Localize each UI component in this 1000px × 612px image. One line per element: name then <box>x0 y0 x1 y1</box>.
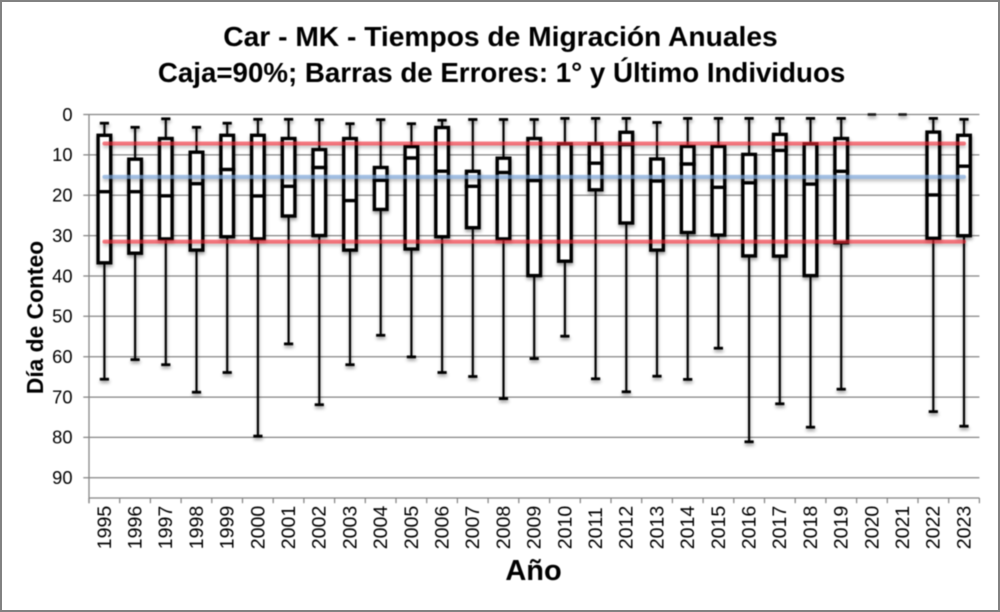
svg-text:2011: 2011 <box>585 507 607 549</box>
svg-text:2009: 2009 <box>524 506 546 550</box>
svg-text:2001: 2001 <box>278 506 300 550</box>
svg-text:1997: 1997 <box>155 506 177 550</box>
svg-text:10: 10 <box>52 144 72 165</box>
svg-text:2018: 2018 <box>800 506 822 550</box>
svg-text:40: 40 <box>52 265 72 286</box>
svg-text:2003: 2003 <box>339 506 361 550</box>
svg-text:2015: 2015 <box>708 506 730 550</box>
svg-text:60: 60 <box>52 346 72 367</box>
svg-text:2014: 2014 <box>677 506 699 550</box>
svg-text:2022: 2022 <box>923 506 945 550</box>
svg-text:2010: 2010 <box>554 506 576 550</box>
svg-text:70: 70 <box>52 386 72 407</box>
svg-text:2007: 2007 <box>462 506 484 550</box>
svg-text:30: 30 <box>52 225 72 246</box>
svg-text:2017: 2017 <box>769 506 791 550</box>
svg-text:2008: 2008 <box>493 506 515 550</box>
svg-text:1995: 1995 <box>94 506 116 550</box>
svg-text:2016: 2016 <box>738 506 760 550</box>
svg-text:2012: 2012 <box>616 506 638 550</box>
svg-text:2005: 2005 <box>401 506 423 550</box>
svg-text:2006: 2006 <box>431 506 453 550</box>
svg-text:1996: 1996 <box>124 506 146 550</box>
svg-text:2021: 2021 <box>892 506 914 550</box>
svg-text:80: 80 <box>52 427 72 448</box>
svg-text:1999: 1999 <box>217 506 239 550</box>
svg-text:2023: 2023 <box>953 506 975 550</box>
svg-text:50: 50 <box>52 306 72 327</box>
svg-text:Año: Año <box>505 555 561 587</box>
svg-text:Caja=90%; Barras de Errores: 1: Caja=90%; Barras de Errores: 1° y Último… <box>158 57 845 88</box>
svg-text:2000: 2000 <box>247 506 269 550</box>
svg-text:2013: 2013 <box>646 506 668 550</box>
svg-text:Día de Conteo: Día de Conteo <box>22 241 48 394</box>
svg-text:2004: 2004 <box>370 506 392 550</box>
svg-text:2002: 2002 <box>309 506 331 550</box>
svg-text:1998: 1998 <box>186 506 208 550</box>
svg-text:2019: 2019 <box>831 506 853 550</box>
svg-text:0: 0 <box>62 104 72 125</box>
svg-text:Car - MK - Tiempos de Migració: Car - MK - Tiempos de Migración Anuales <box>223 20 777 52</box>
svg-text:2020: 2020 <box>861 506 883 550</box>
svg-text:20: 20 <box>52 185 72 206</box>
svg-text:90: 90 <box>52 467 72 488</box>
